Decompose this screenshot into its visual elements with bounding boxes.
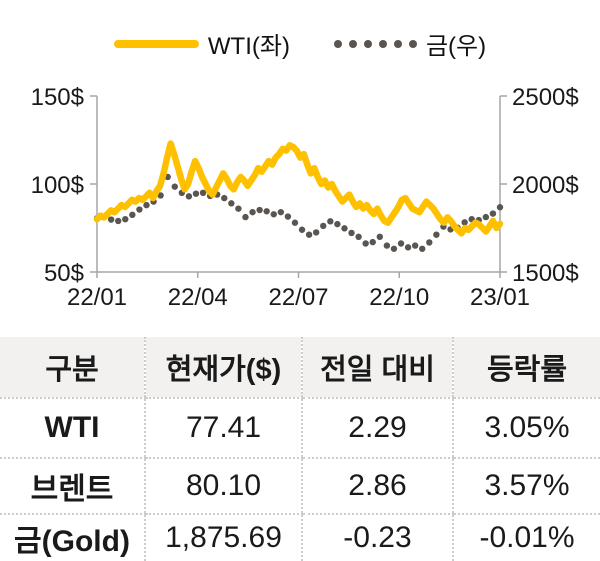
gold-price: 1,875.69: [144, 514, 302, 561]
x-axis-tick-label: 22/01: [67, 284, 127, 311]
gold-series-dot: [263, 208, 270, 215]
gold-series-dot: [242, 213, 249, 221]
x-axis-tick-label: 22/07: [268, 284, 328, 311]
chart-canvas: 150$ 2500$ 100$ 2000$ 50$ 1500$ 22/01 22/04 22/0…: [31, 84, 579, 311]
col-header-change-rate: 등락률: [452, 337, 600, 399]
left-axis-tick-label: 50$: [44, 260, 84, 287]
legend-item-wti: WTI(좌): [113, 26, 290, 61]
gold-series-dot: [411, 242, 419, 249]
col-header-category: 구분: [0, 337, 145, 399]
gold-series-dot: [312, 229, 320, 236]
wti-legend-label: WTI(좌): [207, 33, 290, 60]
gold-series-dot: [320, 222, 327, 230]
x-axis-tick-label: 22/10: [369, 284, 429, 311]
legend-item-gold: 금(우): [333, 26, 487, 61]
gold-series-dot: [129, 211, 136, 218]
wti-series-line: [93, 140, 504, 237]
price-table: 구분 현재가($) 전일 대비 등락률 WTI 77.41 2.29 3.05%…: [0, 337, 600, 561]
right-axis-tick-label: 1500$: [512, 260, 579, 287]
left-axis-tick-label: 100$: [31, 172, 84, 199]
table-row-wti: WTI 77.41 2.29 3.05%: [0, 398, 600, 459]
brent-price: 80.10: [144, 458, 302, 515]
wti-name: WTI: [0, 398, 145, 459]
gold-series-dot: [284, 213, 292, 220]
gold-series-dot: [143, 201, 150, 209]
gold-series-dot: [270, 211, 277, 218]
gold-series-dot: [249, 208, 256, 216]
gold-series-dot: [348, 229, 355, 237]
left-axis-tick-label: 150$: [31, 84, 84, 111]
wti-change: 2.29: [301, 398, 453, 459]
gold-series-dot: [362, 240, 369, 247]
gold-series-dot: [305, 231, 313, 238]
table-row-brent: 브렌트 80.10 2.86 3.57%: [0, 458, 600, 515]
x-axis-tick-label: 23/01: [470, 284, 530, 311]
gold-series-dot: [199, 189, 207, 196]
col-header-daily-change: 전일 대비: [301, 337, 453, 399]
wti-line-swatch: [113, 39, 199, 48]
gold-series-dot: [221, 194, 228, 202]
gold-series-dot: [496, 204, 504, 211]
gold-series-dot: [426, 239, 433, 246]
gold-series-dot: [433, 231, 440, 238]
chart-legend: WTI(좌) 금(우): [0, 26, 600, 61]
gold-series-dot: [397, 240, 405, 247]
gold-series-dot: [369, 238, 376, 246]
table-row-gold: 금(Gold) 1,875.69 -0.23 -0.01%: [0, 514, 600, 561]
gold-series-dot: [419, 245, 426, 252]
col-header-current-price: 현재가($): [144, 337, 302, 399]
wti-pct: 3.05%: [452, 398, 600, 459]
gold-series-dot: [235, 205, 242, 212]
brent-name: 브렌트: [0, 458, 145, 515]
gold-series-dot: [461, 219, 468, 226]
right-axis-tick-label: 2000$: [512, 172, 579, 199]
gold-series-dot: [404, 244, 412, 251]
brent-pct: 3.57%: [452, 458, 600, 515]
gold-series-dot: [122, 216, 129, 223]
gold-series-dot: [192, 190, 200, 197]
gold-series-dot: [376, 233, 384, 240]
gold-change: -0.23: [301, 514, 453, 561]
gold-series-dot: [115, 217, 122, 225]
gold-pct: -0.01%: [452, 514, 600, 561]
gold-series-dot: [277, 208, 285, 216]
gold-legend-label: 금(우): [425, 33, 487, 60]
gold-name: 금(Gold): [14, 525, 130, 558]
gold-series-dot: [185, 193, 193, 200]
gold-series-dot: [482, 213, 490, 221]
gold-dots-swatch: [333, 39, 417, 48]
brent-change: 2.86: [301, 458, 453, 515]
right-axis-tick-label: 2500$: [512, 84, 579, 111]
price-chart: 150$ 2500$ 100$ 2000$ 50$ 1500$ 22/01 22/04 22/0…: [0, 26, 600, 311]
gold-series-dot: [334, 220, 341, 228]
gold-series-dot: [256, 206, 263, 214]
gold-series-dot: [355, 233, 362, 240]
gold-series-dot: [228, 200, 235, 207]
gold-series-dot: [157, 192, 164, 199]
gold-series-dot: [327, 218, 334, 225]
gold-series-dot: [291, 219, 299, 226]
table-header-row: 구분 현재가($) 전일 대비 등락률: [0, 337, 600, 399]
gold-series-dot: [489, 210, 497, 217]
x-axis-tick-label: 22/04: [168, 284, 228, 311]
gold-series-dot: [383, 242, 391, 249]
gold-series-dot: [171, 183, 178, 190]
gold-series-dot: [390, 245, 398, 252]
wti-price: 77.41: [144, 398, 302, 459]
gold-series-dot: [298, 226, 306, 233]
gold-series-dot: [341, 225, 348, 232]
gold-series-dot: [107, 216, 115, 223]
gold-series-dot: [136, 206, 143, 213]
